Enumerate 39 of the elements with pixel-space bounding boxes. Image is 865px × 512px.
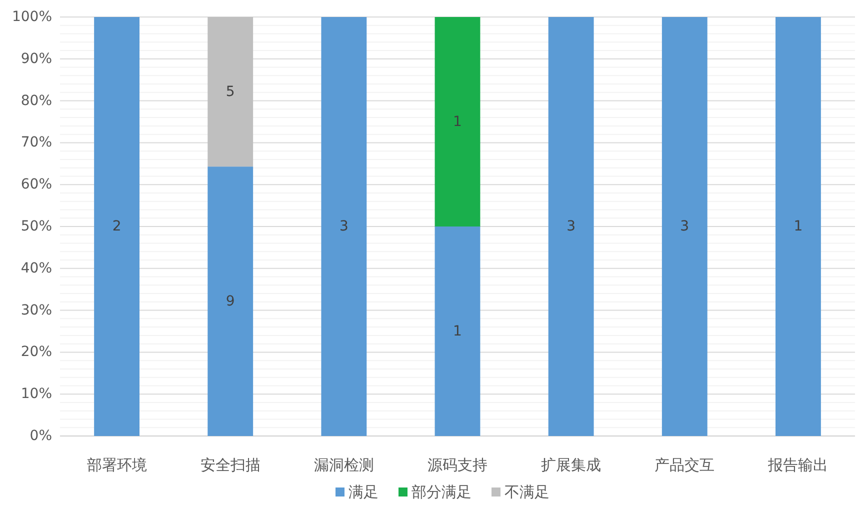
legend-label: 满足 — [348, 483, 378, 501]
annotation: 5 — [226, 84, 235, 100]
legend-label: 不满足 — [504, 483, 550, 501]
annotation: 2 — [112, 218, 122, 234]
annotation: 1 — [794, 218, 803, 234]
x-tick-label: 源码支持 — [428, 456, 488, 474]
bar — [208, 17, 254, 167]
annotation: 1 — [453, 114, 462, 130]
y-tick-label: 100% — [12, 9, 52, 25]
x-tick-label: 安全扫描 — [200, 456, 260, 474]
y-tick-label: 80% — [20, 92, 52, 109]
y-tick-label: 20% — [20, 344, 52, 360]
x-tick-label: 报告输出 — [767, 456, 828, 474]
y-tick-label: 90% — [20, 50, 52, 67]
annotation: 3 — [680, 218, 690, 234]
y-tick-label: 30% — [20, 302, 52, 318]
x-tick-label: 扩展集成 — [541, 456, 602, 474]
bar — [776, 17, 821, 436]
annotation: 3 — [566, 218, 576, 234]
bar — [208, 166, 254, 436]
y-tick-label: 10% — [20, 386, 52, 402]
y-tick-label: 60% — [20, 176, 52, 193]
bar — [434, 17, 480, 226]
x-tick-label: 产品交互 — [654, 456, 715, 474]
y-tick-label: 40% — [20, 260, 52, 276]
x-tick-label: 漏洞检测 — [314, 456, 374, 474]
annotation: 3 — [339, 218, 348, 234]
bar — [548, 17, 594, 436]
annotation: 9 — [226, 293, 235, 310]
bar — [662, 17, 708, 436]
bar — [321, 17, 367, 436]
annotation: 1 — [453, 323, 462, 340]
x-tick-label: 部署环境 — [86, 456, 147, 474]
bar — [94, 17, 140, 436]
bar — [434, 226, 480, 436]
y-tick-label: 0% — [30, 428, 52, 444]
y-tick-label: 70% — [20, 134, 52, 151]
y-tick-label: 50% — [20, 218, 52, 234]
legend-label: 部分满足 — [412, 483, 472, 501]
